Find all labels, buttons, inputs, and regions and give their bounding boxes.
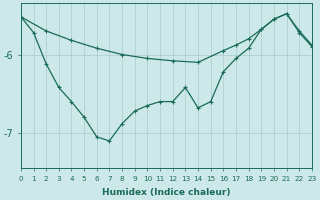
X-axis label: Humidex (Indice chaleur): Humidex (Indice chaleur) bbox=[102, 188, 231, 197]
